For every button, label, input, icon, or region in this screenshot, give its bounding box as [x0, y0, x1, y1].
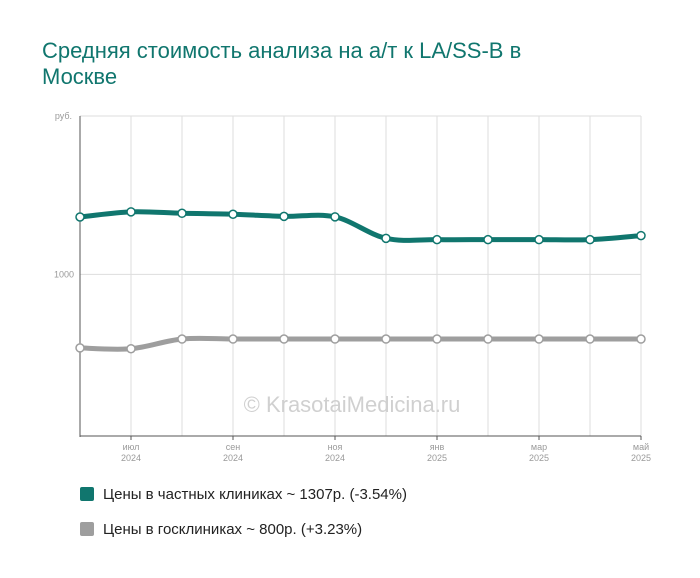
series-0-point — [177, 208, 187, 219]
series-1-point — [75, 343, 85, 353]
y-unit-label: руб. — [55, 111, 72, 121]
series-0-point — [534, 234, 544, 245]
x-tick-month: ноя — [328, 442, 343, 452]
x-tick-year: 2024 — [121, 453, 141, 463]
legend-swatch-public — [80, 522, 94, 536]
legend-item-public: Цены в госклиниках ~ 800р. (+3.23%) — [80, 520, 407, 538]
series-1-point — [585, 334, 595, 344]
x-tick-month: май — [633, 442, 649, 452]
series-0-point — [228, 209, 238, 220]
series-1-point — [534, 334, 544, 344]
series-layer — [75, 207, 646, 354]
x-tick-month: мар — [531, 442, 547, 452]
series-1-point — [228, 334, 238, 344]
y-tick-labels: 1000 — [54, 269, 74, 279]
x-tick-month: июл — [123, 442, 140, 452]
x-tick-year: 2025 — [631, 453, 651, 463]
series-1-point — [483, 334, 493, 344]
series-1-point — [381, 334, 391, 344]
series-0-point — [483, 234, 493, 245]
x-tick-year: 2024 — [223, 453, 243, 463]
series-1-point — [330, 334, 340, 344]
series-0-point — [381, 233, 391, 244]
series-0-point — [126, 207, 136, 217]
legend-label-private: Цены в частных клиниках ~ 1307р. (-3.54%… — [103, 485, 407, 503]
series-0-point — [279, 211, 289, 222]
legend: Цены в частных клиниках ~ 1307р. (-3.54%… — [80, 485, 407, 555]
legend-label-public: Цены в госклиниках ~ 800р. (+3.23%) — [103, 520, 363, 538]
series-0-point — [585, 234, 595, 245]
series-line-1 — [77, 335, 644, 352]
x-tick-year: 2025 — [529, 453, 549, 463]
series-1-point — [432, 334, 442, 344]
x-tick-month: сен — [226, 442, 241, 452]
series-0-point — [75, 212, 85, 222]
chart-title: Средняя стоимость анализа на а/т к LA/SS… — [42, 38, 522, 89]
series-0-point — [330, 212, 340, 222]
series-line-0 — [77, 209, 644, 243]
grid-layer — [80, 115, 642, 436]
legend-swatch-private — [80, 487, 94, 501]
x-tick-year: 2024 — [325, 453, 345, 463]
legend-item-private: Цены в частных клиниках ~ 1307р. (-3.54%… — [80, 485, 407, 503]
series-0-point — [432, 234, 442, 245]
y-tick-label: 1000 — [54, 269, 74, 279]
x-tick-month: янв — [430, 442, 445, 452]
series-1-point — [279, 334, 289, 344]
series-0-point — [636, 230, 646, 241]
series-1-point — [126, 343, 136, 354]
x-tick-labels: июл2024сен2024ноя2024янв2025мар2025май20… — [121, 436, 651, 463]
x-tick-year: 2025 — [427, 453, 447, 463]
series-1-point — [636, 334, 646, 344]
watermark: © KrasotaiMedicina.ru — [244, 392, 461, 417]
series-1-point — [177, 334, 187, 344]
